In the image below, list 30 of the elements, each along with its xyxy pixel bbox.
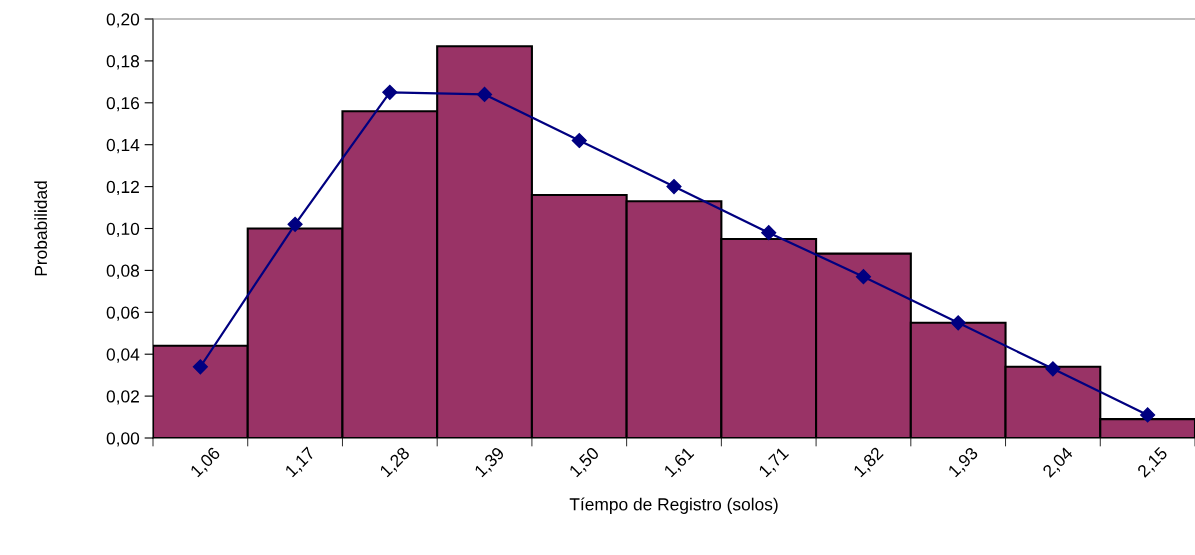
point	[287, 216, 303, 232]
x-tick-label: 1,61	[663, 446, 696, 479]
point	[855, 269, 872, 285]
y-tick-label: 0,12	[106, 180, 139, 196]
y-tick-label: 0,14	[106, 138, 140, 154]
point	[1045, 361, 1061, 377]
point	[761, 225, 777, 241]
point	[666, 179, 682, 195]
x-tick-label: 1,93	[947, 446, 981, 479]
point	[192, 359, 208, 375]
y-tick-label: 0,10	[106, 222, 140, 238]
x-axis-title: Tíempo de Registro (solos)	[569, 497, 778, 514]
x-tick-label: 1,50	[568, 446, 602, 479]
point	[382, 84, 398, 100]
x-tick-label: 1,28	[379, 446, 412, 479]
x-tick-label: 1,39	[473, 446, 507, 479]
point	[1140, 407, 1156, 423]
y-tick-label: 0,00	[106, 432, 140, 447]
y-tick-label: 0,16	[106, 96, 140, 112]
y-tick-label: 0,04	[106, 348, 140, 363]
point	[476, 86, 493, 102]
x-tick-label: 1,71	[758, 446, 791, 479]
point	[950, 315, 966, 331]
y-axis-title: Probabilidad	[34, 181, 48, 276]
y-tick-label: 0,02	[106, 390, 139, 405]
y-tick-label: 0,06	[106, 306, 140, 321]
y-tick-label: 0,18	[106, 55, 140, 70]
point	[571, 132, 587, 149]
y-tick-label: 0,20	[106, 13, 140, 28]
y-tick-label: 0,08	[106, 264, 140, 279]
